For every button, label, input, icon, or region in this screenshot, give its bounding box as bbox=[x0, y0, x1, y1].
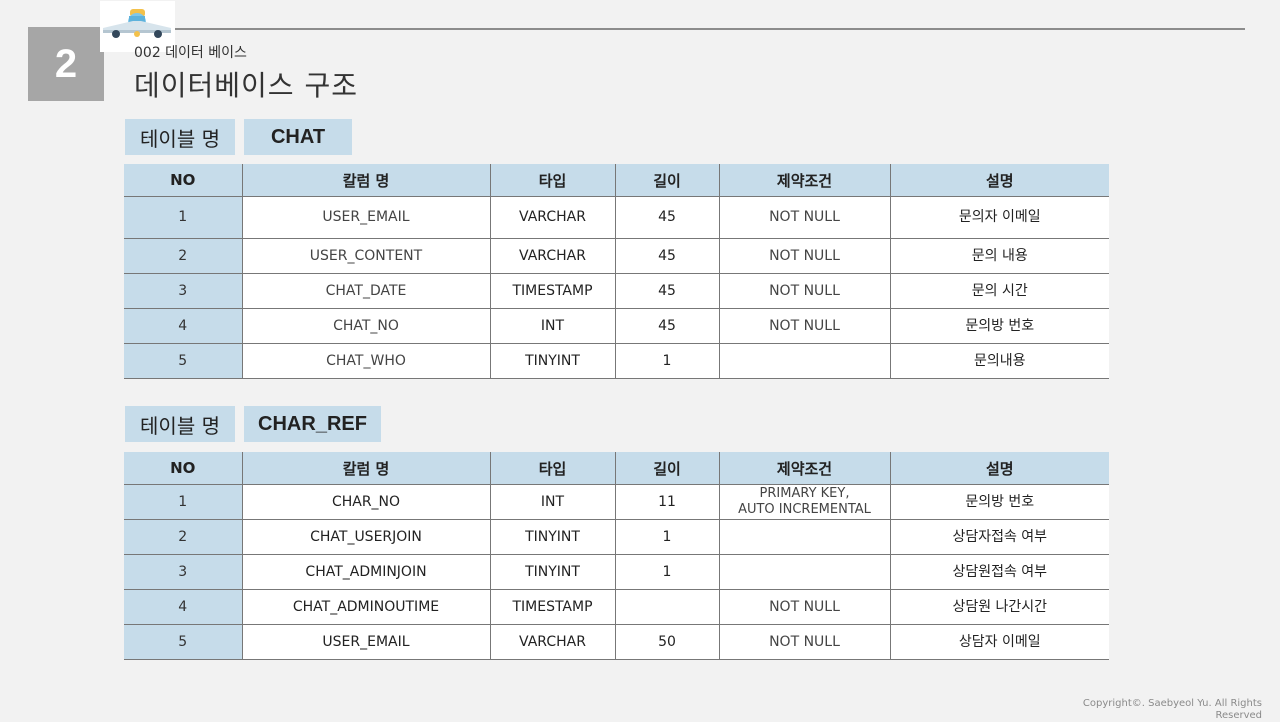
row-number: 1 bbox=[124, 484, 243, 520]
row-number: 4 bbox=[124, 589, 243, 625]
table-row: 1 CHAR_NO INT 11 PRIMARY KEY, AUTO INCRE… bbox=[124, 484, 1109, 520]
column-name: CHAT_NO bbox=[241, 308, 491, 344]
column-constraint: NOT NULL bbox=[718, 238, 891, 274]
column-description: 문의방 번호 bbox=[889, 484, 1109, 520]
table-name-value: CHAT bbox=[244, 119, 352, 155]
table-row: 1 USER_EMAIL VARCHAR 45 NOT NULL 문의자 이메일 bbox=[124, 196, 1109, 239]
column-name: CHAR_NO bbox=[241, 484, 491, 520]
column-name: CHAT_WHO bbox=[241, 343, 491, 379]
column-type: TINYINT bbox=[489, 343, 616, 379]
header-cell: 칼럼 명 bbox=[241, 164, 491, 197]
header-cell: 길이 bbox=[614, 452, 720, 485]
header-cell: 설명 bbox=[889, 164, 1109, 197]
header-cell: 제약조건 bbox=[718, 452, 891, 485]
column-constraint: NOT NULL bbox=[718, 196, 891, 239]
row-number: 3 bbox=[124, 554, 243, 590]
schema-table: NO 칼럼 명 타입 길이 제약조건 설명 1 USER_EMAIL VARCH… bbox=[124, 164, 1109, 379]
row-number: 1 bbox=[124, 196, 243, 239]
header-cell: NO bbox=[124, 164, 243, 197]
column-name: CHAT_USERJOIN bbox=[241, 519, 491, 555]
row-number: 5 bbox=[124, 343, 243, 379]
column-constraint: NOT NULL bbox=[718, 589, 891, 625]
slide-number: 2 bbox=[28, 27, 104, 101]
table-name-row: 테이블 명 CHAT bbox=[125, 119, 352, 155]
table-row: 4 CHAT_NO INT 45 NOT NULL 문의방 번호 bbox=[124, 308, 1109, 344]
column-description: 상담자접속 여부 bbox=[889, 519, 1109, 555]
column-type: TIMESTAMP bbox=[489, 589, 616, 625]
column-length: 1 bbox=[614, 519, 720, 555]
table-row: 5 CHAT_WHO TINYINT 1 문의내용 bbox=[124, 343, 1109, 379]
column-description: 문의내용 bbox=[889, 343, 1109, 379]
column-type: TINYINT bbox=[489, 519, 616, 555]
column-length: 45 bbox=[614, 238, 720, 274]
column-constraint: NOT NULL bbox=[718, 624, 891, 660]
column-constraint bbox=[718, 343, 891, 379]
column-name: CHAT_ADMINJOIN bbox=[241, 554, 491, 590]
column-description: 문의 내용 bbox=[889, 238, 1109, 274]
column-length bbox=[614, 589, 720, 625]
column-constraint: NOT NULL bbox=[718, 273, 891, 309]
column-type: VARCHAR bbox=[489, 196, 616, 239]
row-number: 2 bbox=[124, 519, 243, 555]
column-constraint bbox=[718, 519, 891, 555]
row-number: 5 bbox=[124, 624, 243, 660]
column-name: CHAT_ADMINOUTIME bbox=[241, 589, 491, 625]
column-type: TINYINT bbox=[489, 554, 616, 590]
column-name: USER_EMAIL bbox=[241, 196, 491, 239]
table-name-row: 테이블 명 CHAR_REF bbox=[125, 406, 381, 442]
header-cell: 타입 bbox=[489, 452, 616, 485]
column-type: INT bbox=[489, 308, 616, 344]
column-length: 11 bbox=[614, 484, 720, 520]
schema-table: NO 칼럼 명 타입 길이 제약조건 설명 1 CHAR_NO INT 11 P… bbox=[124, 452, 1109, 660]
column-constraint bbox=[718, 554, 891, 590]
row-number: 3 bbox=[124, 273, 243, 309]
section-title: 데이터베이스 구조 bbox=[134, 69, 358, 102]
column-description: 상담자 이메일 bbox=[889, 624, 1109, 660]
column-type: VARCHAR bbox=[489, 238, 616, 274]
column-name: USER_EMAIL bbox=[241, 624, 491, 660]
column-constraint: PRIMARY KEY, AUTO INCREMENTAL bbox=[718, 484, 891, 520]
column-description: 상담원접속 여부 bbox=[889, 554, 1109, 590]
column-name: CHAT_DATE bbox=[241, 273, 491, 309]
table-row: 2 USER_CONTENT VARCHAR 45 NOT NULL 문의 내용 bbox=[124, 238, 1109, 274]
airplane-icon bbox=[103, 9, 171, 38]
row-number: 4 bbox=[124, 308, 243, 344]
header-cell: 설명 bbox=[889, 452, 1109, 485]
column-length: 45 bbox=[614, 308, 720, 344]
table-row: 5 USER_EMAIL VARCHAR 50 NOT NULL 상담자 이메일 bbox=[124, 624, 1109, 660]
column-type: INT bbox=[489, 484, 616, 520]
row-number: 2 bbox=[124, 238, 243, 274]
column-length: 1 bbox=[614, 554, 720, 590]
header-cell: 제약조건 bbox=[718, 164, 891, 197]
table-name-value: CHAR_REF bbox=[244, 406, 381, 442]
column-constraint: NOT NULL bbox=[718, 308, 891, 344]
column-length: 45 bbox=[614, 273, 720, 309]
table-name-label: 테이블 명 bbox=[125, 406, 235, 442]
header-rule bbox=[175, 28, 1245, 30]
header-row: NO 칼럼 명 타입 길이 제약조건 설명 bbox=[124, 452, 1109, 485]
column-type: VARCHAR bbox=[489, 624, 616, 660]
header-cell: 칼럼 명 bbox=[241, 452, 491, 485]
column-description: 문의 시간 bbox=[889, 273, 1109, 309]
column-description: 상담원 나간시간 bbox=[889, 589, 1109, 625]
table-name-label: 테이블 명 bbox=[125, 119, 235, 155]
column-length: 50 bbox=[614, 624, 720, 660]
table-row: 4 CHAT_ADMINOUTIME TIMESTAMP NOT NULL 상담… bbox=[124, 589, 1109, 625]
table-row: 3 CHAT_ADMINJOIN TINYINT 1 상담원접속 여부 bbox=[124, 554, 1109, 590]
column-name: USER_CONTENT bbox=[241, 238, 491, 274]
column-description: 문의방 번호 bbox=[889, 308, 1109, 344]
column-description: 문의자 이메일 bbox=[889, 196, 1109, 239]
header-cell: 타입 bbox=[489, 164, 616, 197]
header-cell: NO bbox=[124, 452, 243, 485]
table-row: 3 CHAT_DATE TIMESTAMP 45 NOT NULL 문의 시간 bbox=[124, 273, 1109, 309]
section-subtitle: 002 데이터 베이스 bbox=[134, 45, 247, 61]
airplane-logo bbox=[100, 1, 175, 52]
column-type: TIMESTAMP bbox=[489, 273, 616, 309]
table-row: 2 CHAT_USERJOIN TINYINT 1 상담자접속 여부 bbox=[124, 519, 1109, 555]
column-length: 1 bbox=[614, 343, 720, 379]
header-cell: 길이 bbox=[614, 164, 720, 197]
header-row: NO 칼럼 명 타입 길이 제약조건 설명 bbox=[124, 164, 1109, 197]
column-length: 45 bbox=[614, 196, 720, 239]
copyright-notice: Copyright©. Saebyeol Yu. All Rights Rese… bbox=[1082, 698, 1262, 721]
